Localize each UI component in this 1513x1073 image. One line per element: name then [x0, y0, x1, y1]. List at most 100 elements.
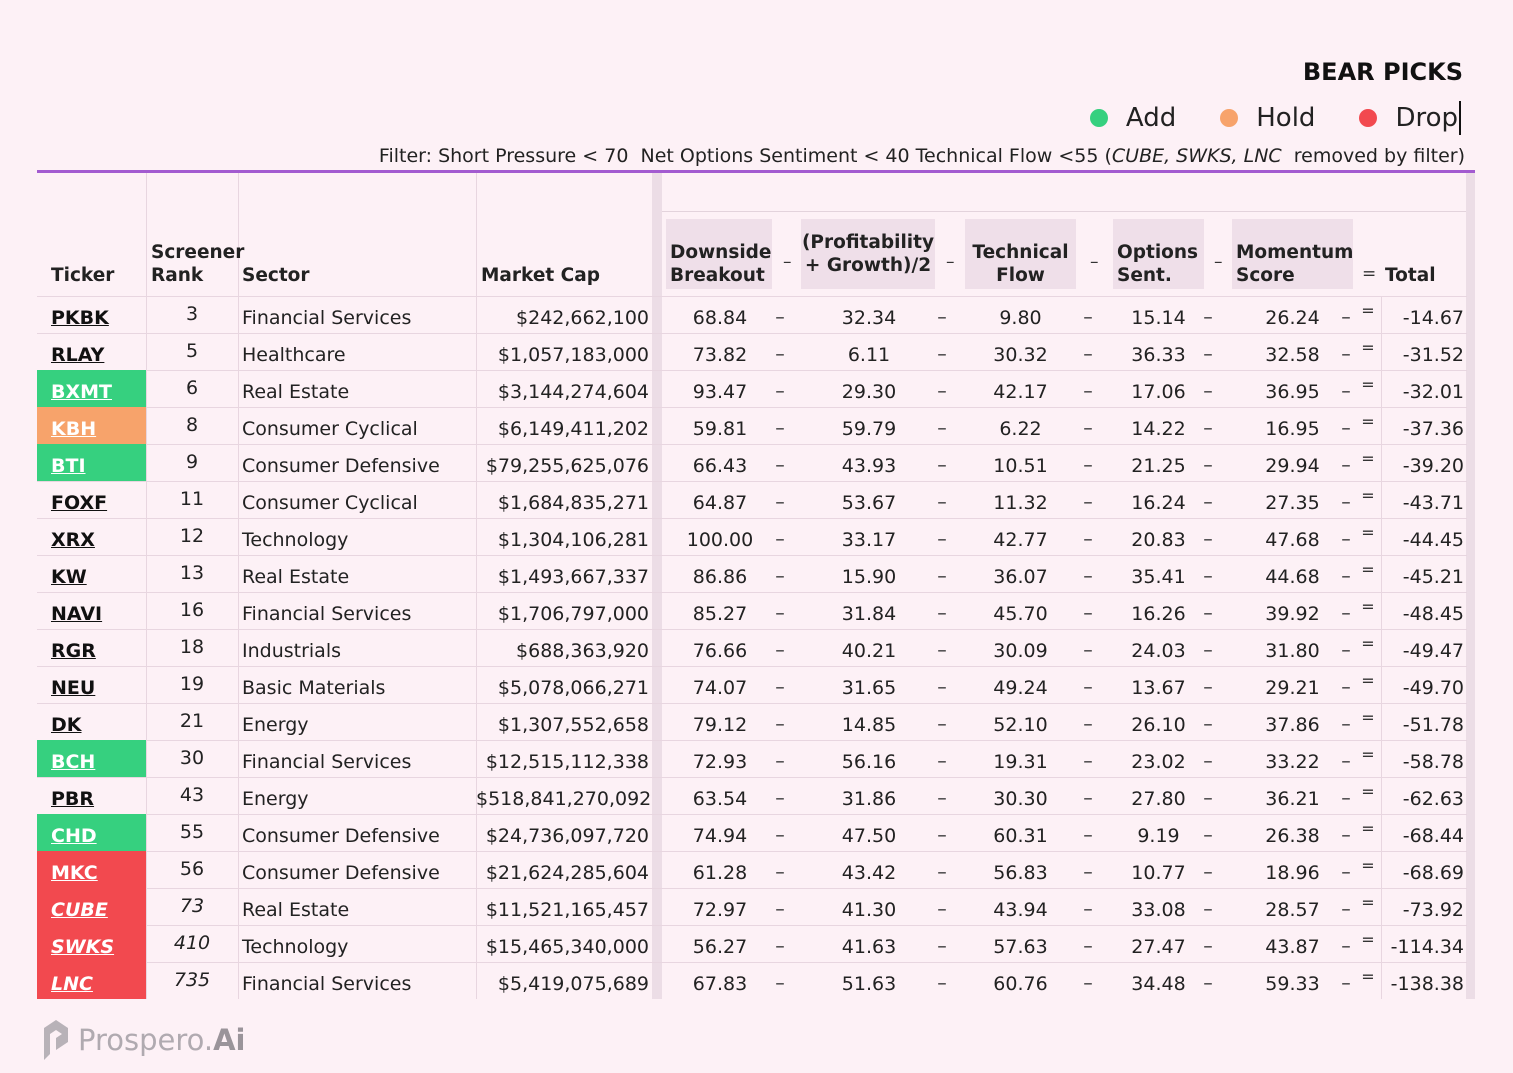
table-row: XRX 12 Technology $1,304,106,281 100.00 33.17…: [37, 518, 1467, 555]
ticker-link[interactable]: KW: [51, 566, 87, 588]
row-divider: [37, 518, 1467, 519]
screener-rank: 19: [179, 673, 205, 695]
header-sector: Sector: [242, 265, 310, 286]
ticker-link[interactable]: BXMT: [37, 370, 146, 407]
ticker-link[interactable]: SWKS: [37, 925, 146, 962]
market-cap: $1,493,667,337: [497, 566, 649, 588]
minus-operator: –: [1203, 343, 1213, 365]
downside-score: 64.87: [692, 492, 748, 514]
profit-score: 41.30: [841, 899, 897, 921]
market-cap: $5,419,075,689: [497, 973, 649, 995]
legend-hold-label: Hold: [1256, 103, 1316, 133]
table-row: KBH 8 Consumer Cyclical $6,149,411,202 59.81…: [37, 407, 1467, 444]
equals-operator: =: [1361, 301, 1375, 320]
prospero-logo-icon: [44, 1020, 68, 1060]
momentum-score: 33.22: [1265, 751, 1320, 773]
row-divider: [37, 925, 1467, 926]
options-score: 13.67: [1131, 677, 1186, 699]
momentum-score: 44.68: [1265, 566, 1320, 588]
ticker-link[interactable]: MKC: [37, 851, 146, 888]
table-row: RGR 18 Industrials $688,363,920 76.66 40.21 30…: [37, 629, 1467, 666]
ticker-link[interactable]: NEU: [51, 677, 96, 699]
screener-rank: 55: [179, 821, 205, 843]
minus-operator: –: [1083, 713, 1093, 735]
minus-operator: –: [1341, 713, 1351, 735]
ticker-link[interactable]: PKBK: [51, 307, 109, 329]
options-score: 21.25: [1131, 455, 1186, 477]
ticker-link[interactable]: FOXF: [51, 492, 108, 514]
equals-operator: =: [1361, 967, 1375, 986]
table-row: KW 13 Real Estate $1,493,667,337 86.86 15.90 3…: [37, 555, 1467, 592]
minus-operator: –: [1341, 750, 1351, 772]
downside-score: 56.27: [692, 936, 748, 958]
ticker-link[interactable]: BCH: [37, 740, 146, 777]
ticker-link[interactable]: LNC: [37, 962, 146, 999]
minus-operator: –: [775, 454, 785, 476]
minus-operator: –: [937, 861, 947, 883]
brand-name: Prospero.Ai: [78, 1023, 246, 1057]
ticker-link[interactable]: XRX: [51, 529, 95, 551]
minus-operator: –: [937, 306, 947, 328]
tech-score: 42.77: [993, 529, 1048, 551]
tech-score: 11.32: [993, 492, 1048, 514]
minus-operator: –: [1203, 787, 1213, 809]
momentum-score: 36.21: [1265, 788, 1320, 810]
table-row: BCH 30 Financial Services $12,515,112,338 72…: [37, 740, 1467, 777]
downside-score: 100.00: [686, 529, 754, 551]
total-score: -73.92: [1402, 899, 1464, 921]
total-score: -39.20: [1402, 455, 1464, 477]
minus-operator: –: [1083, 639, 1093, 661]
minus-operator: –: [1203, 676, 1213, 698]
downside-score: 68.84: [692, 307, 748, 329]
ticker-link[interactable]: CHD: [37, 814, 146, 851]
momentum-score: 28.57: [1265, 899, 1320, 921]
minus-operator: –: [1341, 935, 1351, 957]
equals-operator: =: [1361, 671, 1375, 690]
ticker-link[interactable]: NAVI: [51, 603, 103, 625]
equals-operator: =: [1361, 930, 1375, 949]
minus-operator: –: [1203, 935, 1213, 957]
tech-score: 56.83: [993, 862, 1048, 884]
filter-note: Filter: Short Pressure < 70 Net Options …: [379, 145, 1465, 167]
ticker-link[interactable]: BTI: [37, 444, 146, 481]
options-score: 24.03: [1131, 640, 1186, 662]
downside-score: 66.43: [692, 455, 748, 477]
sector: Consumer Cyclical: [242, 418, 418, 440]
ticker-link[interactable]: KBH: [37, 407, 146, 444]
minus-operator: –: [1341, 380, 1351, 402]
header-technical-flow: Technical Flow: [965, 219, 1076, 289]
options-score: 34.48: [1131, 973, 1186, 995]
momentum-score: 18.96: [1265, 862, 1320, 884]
options-score: 17.06: [1131, 381, 1186, 403]
tech-score: 52.10: [993, 714, 1048, 736]
row-divider: [37, 703, 1467, 704]
equals-operator: =: [1361, 634, 1375, 653]
minus-operator: –: [775, 343, 785, 365]
market-cap: $1,706,797,000: [497, 603, 649, 625]
header-momentum-score: Momentum Score: [1232, 219, 1353, 289]
ticker-link[interactable]: PBR: [51, 788, 95, 810]
filter-prefix: Filter: Short Pressure < 70 Net Options …: [378, 145, 1112, 167]
tech-score: 45.70: [993, 603, 1048, 625]
minus-operator: –: [937, 343, 947, 365]
row-divider: [37, 814, 1467, 815]
profit-score: 47.50: [841, 825, 897, 847]
market-cap: $688,363,920: [516, 640, 649, 662]
minus-operator: –: [1083, 491, 1093, 513]
row-divider: [37, 481, 1467, 482]
ticker-link[interactable]: RGR: [51, 640, 96, 662]
total-score: -62.63: [1402, 788, 1464, 810]
minus-operator: –: [937, 676, 947, 698]
minus-operator: –: [1083, 565, 1093, 587]
profit-score: 29.30: [841, 381, 897, 403]
tech-score: 36.07: [993, 566, 1048, 588]
ticker-link[interactable]: DK: [51, 714, 82, 736]
header-downside-breakout: Downside Breakout: [666, 219, 772, 289]
market-cap: $242,662,100: [516, 307, 649, 329]
ticker-link[interactable]: RLAY: [51, 344, 105, 366]
downside-score: 85.27: [692, 603, 748, 625]
momentum-score: 26.38: [1265, 825, 1320, 847]
ticker-link[interactable]: CUBE: [37, 888, 146, 925]
legend-drop-label: Drop: [1395, 103, 1458, 133]
market-cap: $518,841,270,092: [476, 788, 652, 810]
